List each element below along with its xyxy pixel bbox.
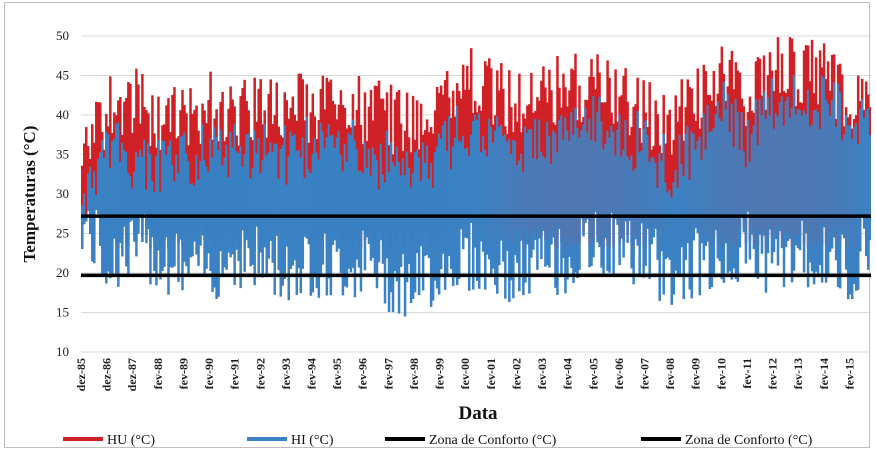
x-axis-title: Data xyxy=(458,403,498,424)
x-tick-label: fev-01 xyxy=(484,358,498,389)
x-tick-label: fev-16 xyxy=(868,358,871,389)
x-tick-label: fev-93 xyxy=(279,358,293,389)
x-tick-label: fev-15 xyxy=(842,358,856,389)
x-tick-label: fev-95 xyxy=(330,358,344,389)
x-tick-label: fev-89 xyxy=(176,358,190,389)
y-tick-label: 45 xyxy=(56,68,69,83)
y-tick-label: 15 xyxy=(56,305,69,320)
x-tick-label: fev-96 xyxy=(356,358,370,389)
y-tick-label: 35 xyxy=(56,147,69,162)
chart-svg: 10 15 20 25 30 35 40 45 50 dez-85 dez-86 dez-87 fev… xyxy=(5,3,871,449)
x-tick-label: fev-91 xyxy=(228,358,242,389)
x-tick-label: fev-02 xyxy=(509,358,523,389)
chart-frame: 10 15 20 25 30 35 40 45 50 dez-85 dez-86 dez-87 fev… xyxy=(4,2,870,448)
x-tick-label: fev-92 xyxy=(253,358,267,389)
x-tick-label: fev-98 xyxy=(407,358,421,389)
x-tick-label: fev-00 xyxy=(458,358,472,389)
y-axis: 10 15 20 25 30 35 40 45 50 xyxy=(56,28,69,359)
x-tick-label: fev-08 xyxy=(663,358,677,389)
x-tick-label: fev-10 xyxy=(714,358,728,389)
legend-label: Zona de Conforto (°C) xyxy=(429,433,557,448)
x-axis: dez-85 dez-86 dez-87 fev-88 fev-89 fev-90 fev-… xyxy=(74,352,871,391)
legend-label: HU (°C) xyxy=(107,433,155,448)
x-tick-label: fev-13 xyxy=(791,358,805,389)
y-tick-label: 30 xyxy=(56,186,69,201)
x-tick-label: fev-94 xyxy=(305,358,319,389)
y-tick-label: 10 xyxy=(56,344,69,359)
y-tick-label: 25 xyxy=(56,226,69,241)
y-tick-label: 20 xyxy=(56,265,69,280)
y-tick-label: 50 xyxy=(56,28,69,43)
hi-bar xyxy=(869,135,871,240)
x-tick-label: fev-88 xyxy=(151,358,165,389)
x-tick-label: fev-90 xyxy=(202,358,216,389)
y-axis-title: Temperaturas (°C) xyxy=(20,126,39,263)
x-tick-label: fev-07 xyxy=(637,358,651,389)
legend-label: HI (°C) xyxy=(291,433,334,448)
x-tick-label: dez-85 xyxy=(74,358,88,391)
x-tick-label: dez-86 xyxy=(100,358,114,391)
x-tick-label: fev-03 xyxy=(535,358,549,389)
x-tick-label: dez-87 xyxy=(125,358,139,391)
x-tick-label: fev-14 xyxy=(817,358,831,389)
x-tick-label: fev-06 xyxy=(612,358,626,389)
x-tick-label: fev-09 xyxy=(689,358,703,389)
x-tick-label: fev-05 xyxy=(586,358,600,389)
x-tick-label: fev-04 xyxy=(561,358,575,389)
legend-label: Zona de Conforto (°C) xyxy=(685,433,813,448)
x-tick-label: fev-97 xyxy=(381,358,395,389)
legend: HU (°C) HI (°C) Zona de Conforto (°C) Zona … xyxy=(63,433,813,448)
y-tick-label: 40 xyxy=(56,107,69,122)
x-tick-label: fev-11 xyxy=(740,358,754,389)
x-tick-label: fev-12 xyxy=(766,358,780,389)
x-tick-label: fev-99 xyxy=(433,358,447,389)
